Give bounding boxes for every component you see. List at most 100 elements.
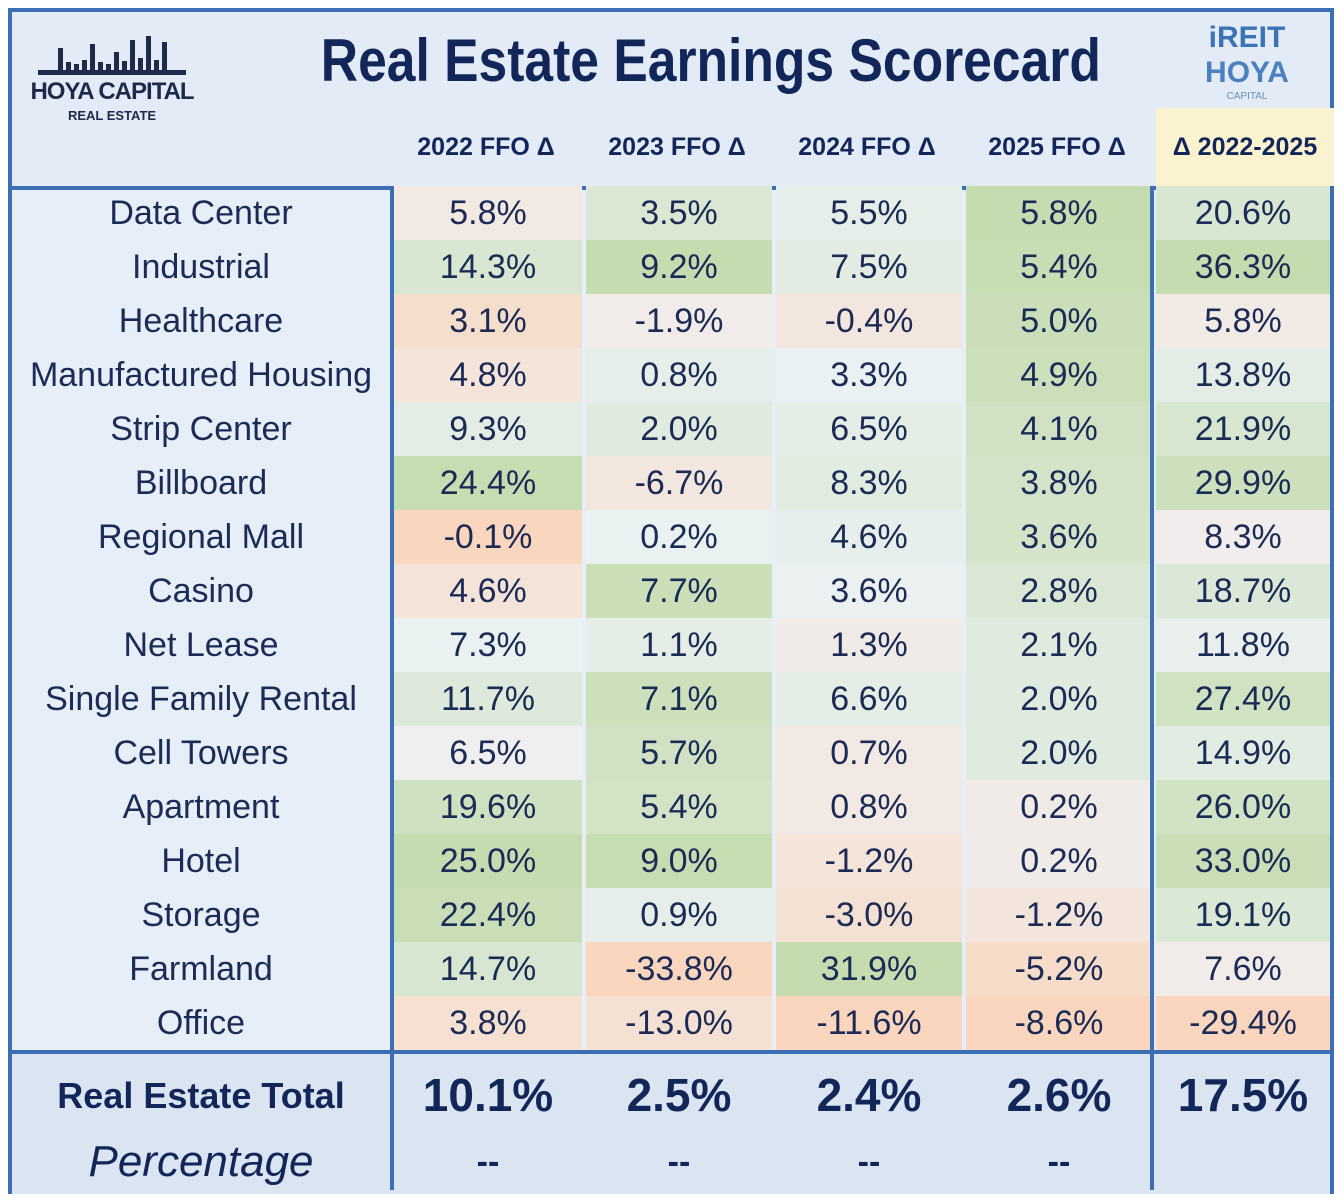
value-cell: 20.6% bbox=[1156, 186, 1330, 240]
logo-line-2: HOYA bbox=[1205, 56, 1289, 89]
value-cell: -29.4% bbox=[1156, 996, 1330, 1050]
value-cell: 14.3% bbox=[394, 240, 582, 294]
value-cell: 22.4% bbox=[394, 888, 582, 942]
table-row: Apartment 19.6% 5.4% 0.8% 0.2% 26.0% bbox=[12, 780, 1330, 834]
row-label: Farmland bbox=[129, 950, 273, 988]
column-header: Δ 2022-2025 bbox=[1156, 108, 1334, 186]
column-header: 2023 FFO Δ bbox=[608, 133, 746, 161]
row-label: Hotel bbox=[161, 842, 241, 880]
value-cell: 3.8% bbox=[966, 456, 1152, 510]
scorecard-table: HOYA CAPITAL REAL ESTATE Real Estate Ear… bbox=[8, 8, 1334, 1194]
value-cell: 19.6% bbox=[394, 780, 582, 834]
row-label: Data Center bbox=[109, 194, 293, 232]
value-cell: 0.9% bbox=[586, 888, 772, 942]
value-cell: 25.0% bbox=[394, 834, 582, 888]
value-cell: 36.3% bbox=[1156, 240, 1330, 294]
table-row: Strip Center 9.3% 2.0% 6.5% 4.1% 21.9% bbox=[12, 402, 1330, 456]
value-cell: 31.9% bbox=[776, 942, 962, 996]
percentage-value: -- bbox=[667, 1143, 691, 1181]
value-cell: 7.7% bbox=[586, 564, 772, 618]
value-cell: 4.6% bbox=[776, 510, 962, 564]
row-label: Billboard bbox=[134, 464, 268, 502]
column-header: 2024 FFO Δ bbox=[798, 133, 936, 161]
divider bbox=[1150, 186, 1154, 1190]
value-cell: -1.9% bbox=[586, 294, 772, 348]
table-row: Healthcare 3.1% -1.9% -0.4% 5.0% 5.8% bbox=[12, 294, 1330, 348]
row-label: Casino bbox=[148, 572, 254, 610]
value-cell: 3.6% bbox=[776, 564, 962, 618]
value-cell: 4.6% bbox=[394, 564, 582, 618]
logo-line-1: iREIT bbox=[1208, 21, 1286, 54]
value-cell: 2.0% bbox=[586, 402, 772, 456]
value-cell: 2.8% bbox=[966, 564, 1152, 618]
total-value: 2.4% bbox=[816, 1069, 922, 1121]
ireit-hoya-logo: iREIT HOYA CAPITAL bbox=[1172, 20, 1322, 103]
value-cell: 0.8% bbox=[776, 780, 962, 834]
table-row: Hotel 25.0% 9.0% -1.2% 0.2% 33.0% bbox=[12, 834, 1330, 888]
value-cell: 4.9% bbox=[966, 348, 1152, 402]
percentage-label: Percentage bbox=[88, 1137, 314, 1186]
value-cell: 9.2% bbox=[586, 240, 772, 294]
value-cell: 11.8% bbox=[1156, 618, 1330, 672]
skyline-icon bbox=[38, 30, 186, 75]
value-cell: 5.4% bbox=[586, 780, 772, 834]
table-row: Net Lease 7.3% 1.1% 1.3% 2.1% 11.8% bbox=[12, 618, 1330, 672]
value-cell: 3.5% bbox=[586, 186, 772, 240]
table-row: Industrial 14.3% 9.2% 7.5% 5.4% 36.3% bbox=[12, 240, 1330, 294]
table-row: Casino 4.6% 7.7% 3.6% 2.8% 18.7% bbox=[12, 564, 1330, 618]
row-label: Cell Towers bbox=[113, 734, 289, 772]
value-cell: 19.1% bbox=[1156, 888, 1330, 942]
value-cell: 7.5% bbox=[776, 240, 962, 294]
table-header: HOYA CAPITAL REAL ESTATE Real Estate Ear… bbox=[12, 12, 1334, 190]
value-cell: 1.1% bbox=[586, 618, 772, 672]
value-cell: 6.6% bbox=[776, 672, 962, 726]
value-cell: 3.1% bbox=[394, 294, 582, 348]
value-cell: 5.5% bbox=[776, 186, 962, 240]
value-cell: 4.8% bbox=[394, 348, 582, 402]
page-title: Real Estate Earnings Scorecard bbox=[320, 27, 1101, 94]
row-label: Industrial bbox=[132, 248, 270, 286]
table-row: Billboard 24.4% -6.7% 8.3% 3.8% 29.9% bbox=[12, 456, 1330, 510]
value-cell: 18.7% bbox=[1156, 564, 1330, 618]
value-cell: -11.6% bbox=[776, 996, 962, 1050]
value-cell: 33.0% bbox=[1156, 834, 1330, 888]
logo-line-3: CAPITAL bbox=[1226, 91, 1268, 102]
percentage-value bbox=[1156, 1132, 1330, 1192]
hoya-capital-logo: HOYA CAPITAL REAL ESTATE bbox=[20, 30, 204, 155]
value-cell: 8.3% bbox=[1156, 510, 1330, 564]
value-cell: 5.0% bbox=[966, 294, 1152, 348]
row-label: Regional Mall bbox=[98, 518, 304, 556]
value-cell: 9.3% bbox=[394, 402, 582, 456]
value-cell: 3.3% bbox=[776, 348, 962, 402]
value-cell: 5.8% bbox=[966, 186, 1152, 240]
value-cell: 5.8% bbox=[394, 186, 582, 240]
value-cell: 14.9% bbox=[1156, 726, 1330, 780]
total-value: 10.1% bbox=[422, 1069, 554, 1121]
value-cell: 0.2% bbox=[586, 510, 772, 564]
value-cell: 2.0% bbox=[966, 672, 1152, 726]
value-cell: 11.7% bbox=[394, 672, 582, 726]
value-cell: 5.8% bbox=[1156, 294, 1330, 348]
totals-section: Real Estate Total Percentage 10.1% -- 2.5%… bbox=[12, 1050, 1330, 1194]
logo-subtext: REAL ESTATE bbox=[67, 108, 157, 123]
value-cell: -8.6% bbox=[966, 996, 1152, 1050]
value-cell: 0.2% bbox=[966, 780, 1152, 834]
table-row: Manufactured Housing 4.8% 0.8% 3.3% 4.9% 13.8… bbox=[12, 348, 1330, 402]
value-cell: 1.3% bbox=[776, 618, 962, 672]
value-cell: -33.8% bbox=[586, 942, 772, 996]
row-label: Strip Center bbox=[110, 410, 292, 448]
row-label: Healthcare bbox=[118, 302, 284, 340]
value-cell: 21.9% bbox=[1156, 402, 1330, 456]
column-header: 2025 FFO Δ bbox=[988, 133, 1126, 161]
logo-text: HOYA CAPITAL bbox=[30, 78, 194, 105]
row-label: Manufactured Housing bbox=[29, 356, 373, 394]
value-cell: 4.1% bbox=[966, 402, 1152, 456]
value-cell: 3.6% bbox=[966, 510, 1152, 564]
row-label: Storage bbox=[141, 896, 261, 934]
table-row: Regional Mall -0.1% 0.2% 4.6% 3.6% 8.3% bbox=[12, 510, 1330, 564]
value-cell: -0.1% bbox=[394, 510, 582, 564]
value-cell: -6.7% bbox=[586, 456, 772, 510]
value-cell: 29.9% bbox=[1156, 456, 1330, 510]
table-row: Cell Towers 6.5% 5.7% 0.7% 2.0% 14.9% bbox=[12, 726, 1330, 780]
row-label: Office bbox=[156, 1004, 246, 1042]
